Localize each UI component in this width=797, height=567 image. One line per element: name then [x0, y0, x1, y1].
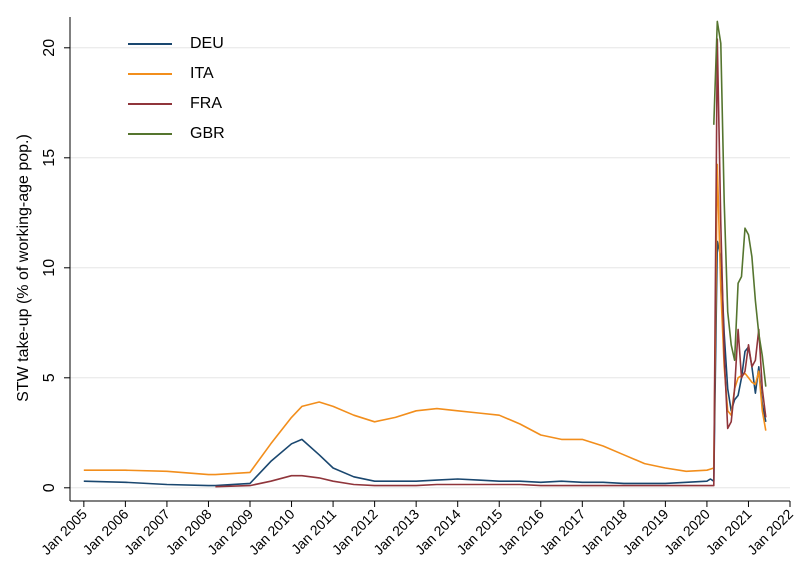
legend-label: DEU — [190, 35, 224, 52]
y-tick-label: 5 — [41, 373, 58, 382]
y-tick-label: 10 — [41, 259, 58, 277]
legend-label: GBR — [190, 125, 225, 142]
series-line — [83, 240, 767, 487]
series-line — [713, 20, 767, 387]
legend-label: FRA — [190, 95, 222, 112]
y-axis-label: STW take-up (% of working-age pop.) — [15, 134, 32, 402]
y-tick-label: 15 — [41, 149, 58, 167]
x-tick-label: Jan 2022 — [744, 506, 796, 558]
y-tick-label: 20 — [41, 39, 58, 57]
series-line — [83, 163, 767, 476]
y-tick-label: 0 — [41, 483, 58, 492]
legend-label: ITA — [190, 65, 214, 82]
x-tick-label: Jan 2010 — [246, 506, 298, 558]
series-line — [215, 38, 767, 488]
